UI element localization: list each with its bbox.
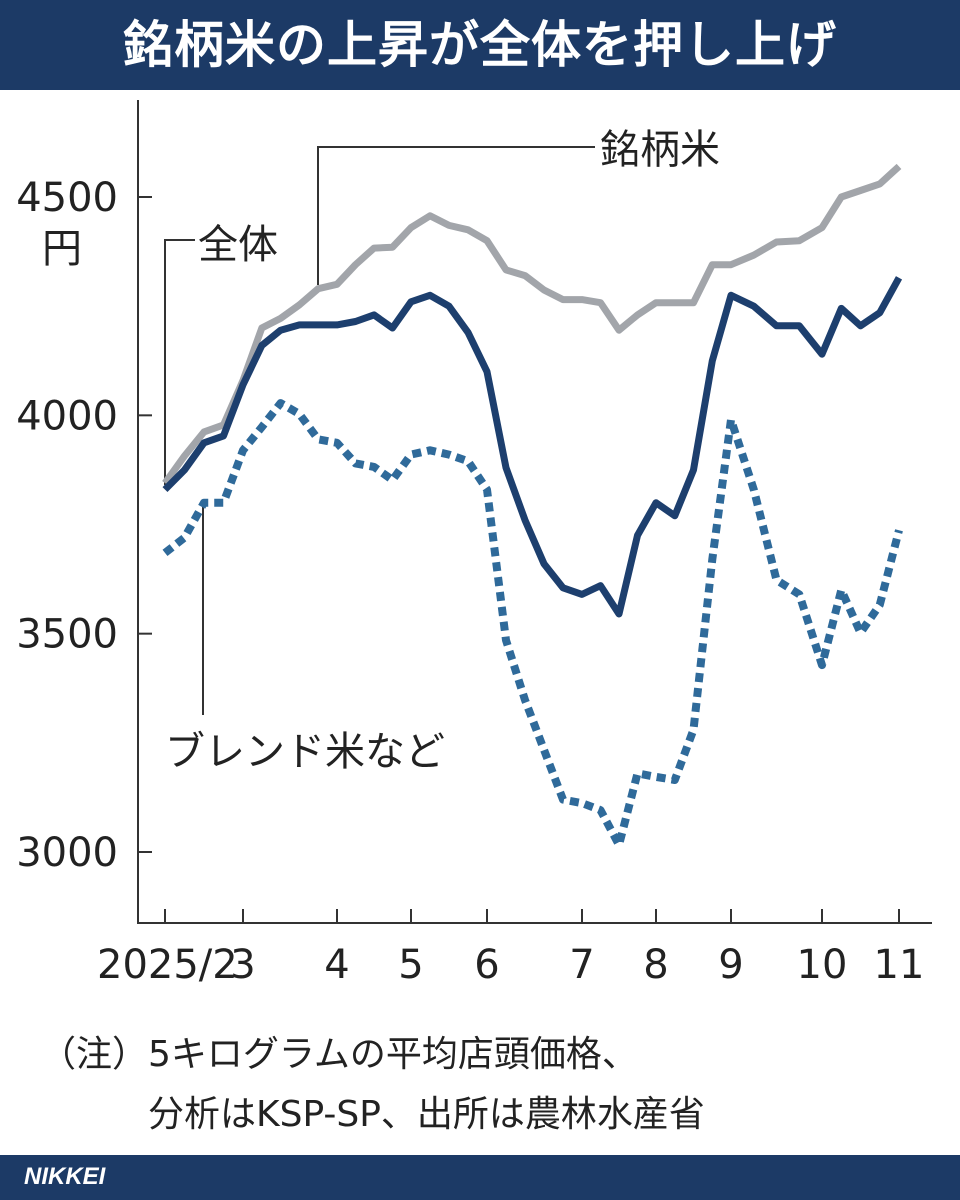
note-line-1: （注）5キログラムの平均店頭価格、 — [40, 1034, 638, 1075]
x-tick-label: 10 — [797, 942, 848, 988]
series-label-brand: 銘柄米 — [600, 127, 720, 173]
leader-line-brand — [317, 146, 595, 285]
series-label-blend: ブレンド米など — [165, 729, 445, 775]
series-line-overall — [162, 276, 903, 618]
x-tick-label: 4 — [324, 942, 349, 988]
note-line-2: 分析はKSP-SP、出所は農林水産省 — [40, 1094, 705, 1135]
chart-title: 銘柄米の上昇が全体を押し上げ — [0, 0, 960, 90]
x-tick-label: 6 — [474, 942, 499, 988]
footer-bar: NIKKEI — [0, 1155, 960, 1200]
x-tick-label: 2025/2 — [97, 942, 238, 988]
x-tick-label: 8 — [643, 942, 668, 988]
series-line-blend — [162, 399, 903, 849]
y-tick-label: 4500 — [16, 175, 118, 221]
y-tick-label: 3000 — [16, 830, 118, 876]
series-label-overall: 全体 — [198, 222, 278, 268]
y-tick-label: 3500 — [16, 612, 118, 658]
x-tick-label: 7 — [569, 942, 594, 988]
x-tick-label: 3 — [230, 942, 255, 988]
leader-line-overall — [164, 239, 195, 485]
y-tick-label: 4000 — [16, 393, 118, 439]
y-unit-label: 円 — [42, 226, 82, 272]
nikkei-logo: NIKKEI — [24, 1163, 106, 1190]
x-tick-label: 11 — [874, 942, 925, 988]
x-tick-label: 5 — [398, 942, 423, 988]
x-tick-label: 9 — [718, 942, 743, 988]
